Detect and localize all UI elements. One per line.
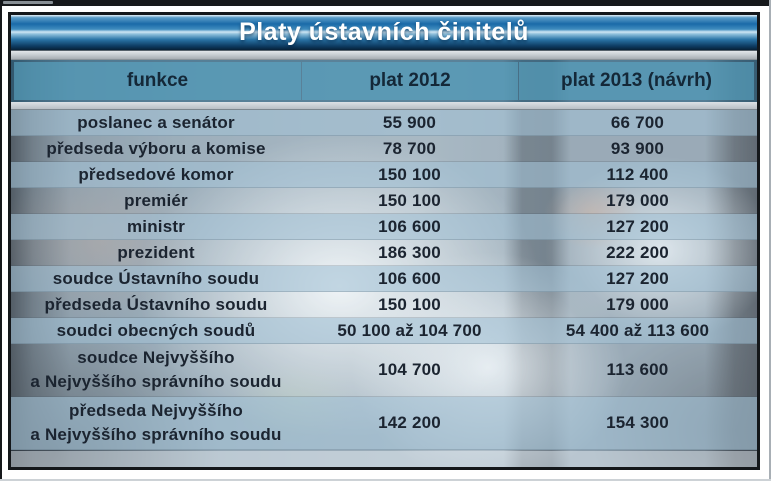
cell-funkce: soudci obecných soudů xyxy=(56,320,256,340)
cell-plat-2012: 50 100 až 104 700 xyxy=(337,320,482,340)
salary-table-panel: Platy ústavních činitelů funkce plat 201… xyxy=(8,12,760,470)
cell-plat-2013: 179 000 xyxy=(606,190,669,210)
table-row: předsedové komor 150 100 112 400 xyxy=(11,162,757,188)
cell-plat-2013: 222 200 xyxy=(606,242,669,262)
footer-stripe xyxy=(11,451,757,467)
table-header-row: funkce plat 2012 plat 2013 (návrh) xyxy=(11,60,757,102)
table-row: premiér 150 100 179 000 xyxy=(11,188,757,214)
cell-plat-2013: 112 400 xyxy=(606,164,669,184)
cell-funkce: předsedové komor xyxy=(78,164,234,184)
table-row: předseda Nejvyššího a Nejvyššího správní… xyxy=(11,397,757,450)
cell-plat-2013: 179 000 xyxy=(606,294,669,314)
cell-plat-2013: 93 900 xyxy=(610,138,665,158)
column-header-plat-2013: plat 2013 (návrh) xyxy=(519,62,754,100)
cell-plat-2012: 150 100 xyxy=(378,294,441,314)
divider-header xyxy=(11,102,757,110)
table-row: poslanec a senátor 55 900 66 700 xyxy=(11,110,757,136)
cell-plat-2012: 55 900 xyxy=(382,112,437,132)
table-row: předseda výboru a komise 78 700 93 900 xyxy=(11,136,757,162)
cell-plat-2012: 104 700 xyxy=(378,360,441,379)
cell-plat-2013: 54 400 až 113 600 xyxy=(565,320,710,340)
table-row: soudce Nejvyššího a Nejvyššího správního… xyxy=(11,344,757,397)
cell-funkce: ministr xyxy=(126,216,186,236)
cell-plat-2012: 186 300 xyxy=(378,242,441,262)
cell-plat-2012: 150 100 xyxy=(378,190,441,210)
table-title: Platy ústavních činitelů xyxy=(239,17,529,46)
cell-plat-2013: 113 600 xyxy=(606,360,669,379)
cell-funkce: prezident xyxy=(117,242,195,262)
table-content: Platy ústavních činitelů funkce plat 201… xyxy=(11,15,757,467)
table-row: prezident 186 300 222 200 xyxy=(11,240,757,266)
cell-plat-2012: 142 200 xyxy=(378,413,441,432)
cell-funkce: předseda Ústavního soudu xyxy=(44,294,268,314)
top-edge-strip xyxy=(0,0,771,6)
cell-plat-2012: 78 700 xyxy=(382,138,437,158)
page-left-edge-line xyxy=(0,0,2,481)
divider-top xyxy=(11,50,757,60)
table-row: soudci obecných soudů 50 100 až 104 700 … xyxy=(11,318,757,344)
cell-funkce: soudce Nejvyššího a Nejvyššího správního… xyxy=(30,348,282,391)
cell-funkce: předseda Nejvyššího a Nejvyššího správní… xyxy=(30,401,282,444)
cell-funkce: předseda výboru a komise xyxy=(46,138,266,158)
cell-plat-2012: 150 100 xyxy=(378,164,441,184)
page-bottom-edge-line xyxy=(0,479,771,481)
column-header-plat-2012: plat 2012 xyxy=(302,62,518,100)
table-title-bar: Platy ústavních činitelů xyxy=(11,15,757,50)
cell-plat-2012: 106 600 xyxy=(378,268,441,288)
cell-plat-2013: 66 700 xyxy=(610,112,665,132)
column-header-funkce: funkce xyxy=(14,62,301,100)
table-row: soudce Ústavního soudu 106 600 127 200 xyxy=(11,266,757,292)
table-row: ministr 106 600 127 200 xyxy=(11,214,757,240)
cell-funkce: premiér xyxy=(124,190,188,210)
cropped-text-fragment xyxy=(3,1,53,4)
cell-plat-2013: 154 300 xyxy=(606,413,669,432)
cell-plat-2013: 127 200 xyxy=(606,216,669,236)
cell-plat-2012: 106 600 xyxy=(378,216,441,236)
cell-funkce: poslanec a senátor xyxy=(77,112,235,132)
page-right-edge-line xyxy=(769,0,771,481)
cell-funkce: soudce Ústavního soudu xyxy=(52,268,260,288)
cell-plat-2013: 127 200 xyxy=(606,268,669,288)
table-row: předseda Ústavního soudu 150 100 179 000 xyxy=(11,292,757,318)
table-rows: poslanec a senátor 55 900 66 700 předsed… xyxy=(11,110,757,450)
